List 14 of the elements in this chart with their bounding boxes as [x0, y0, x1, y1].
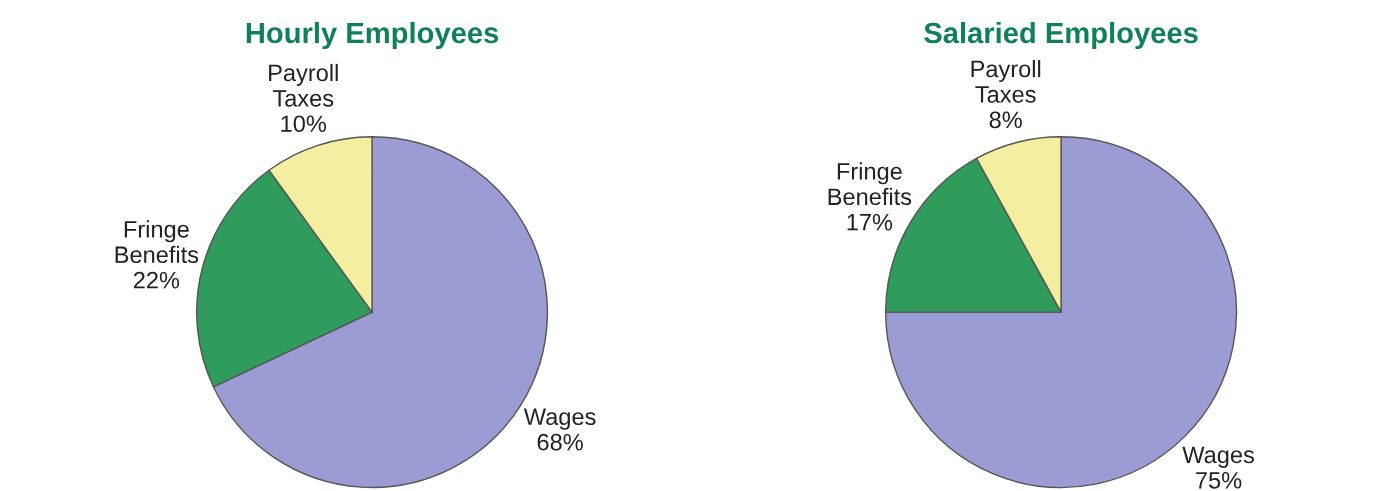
slice-label: Wages	[523, 408, 596, 430]
slice-label: Payroll Taxes	[269, 63, 338, 107]
data-label: 8%	[989, 111, 1022, 129]
chart-title: Salaried Employees	[924, 21, 1198, 50]
slice-label: Payroll Taxes	[971, 59, 1041, 103]
chart-title: Hourly Employees	[246, 21, 499, 50]
data-label: 10%	[281, 115, 327, 133]
data-label: 68%	[537, 433, 583, 451]
data-label: 22%	[133, 271, 180, 289]
data-label: 75%	[1196, 472, 1242, 489]
slice-label: Fringe Benefits	[828, 162, 912, 206]
slice-label: Wages	[1182, 446, 1254, 468]
slice-label: Fringe Benefits	[115, 220, 199, 264]
data-label: 17%	[847, 213, 893, 231]
